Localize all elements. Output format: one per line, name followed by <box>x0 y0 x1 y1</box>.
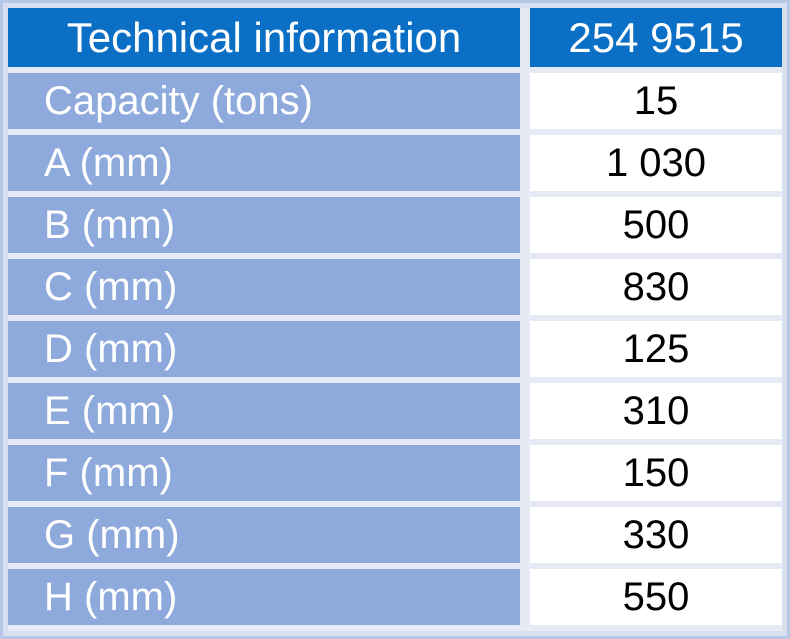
row-value-h: 550 <box>530 569 782 625</box>
row-label-b: B (mm) <box>8 197 520 253</box>
header-code: 254 9515 <box>530 8 782 67</box>
technical-information-table: Technical information 254 9515 Capacity … <box>8 8 782 631</box>
row-label-h: H (mm) <box>8 569 520 625</box>
row-value-c: 830 <box>530 259 782 315</box>
row-label-c: C (mm) <box>8 259 520 315</box>
row-label-g: G (mm) <box>8 507 520 563</box>
header-label: Technical information <box>8 8 520 67</box>
row-label-d: D (mm) <box>8 321 520 377</box>
row-value-capacity: 15 <box>530 73 782 129</box>
row-value-d: 125 <box>530 321 782 377</box>
row-value-a: 1 030 <box>530 135 782 191</box>
row-label-e: E (mm) <box>8 383 520 439</box>
row-value-f: 150 <box>530 445 782 501</box>
row-label-capacity: Capacity (tons) <box>8 73 520 129</box>
row-label-a: A (mm) <box>8 135 520 191</box>
row-value-g: 330 <box>530 507 782 563</box>
row-label-f: F (mm) <box>8 445 520 501</box>
row-value-b: 500 <box>530 197 782 253</box>
row-value-e: 310 <box>530 383 782 439</box>
